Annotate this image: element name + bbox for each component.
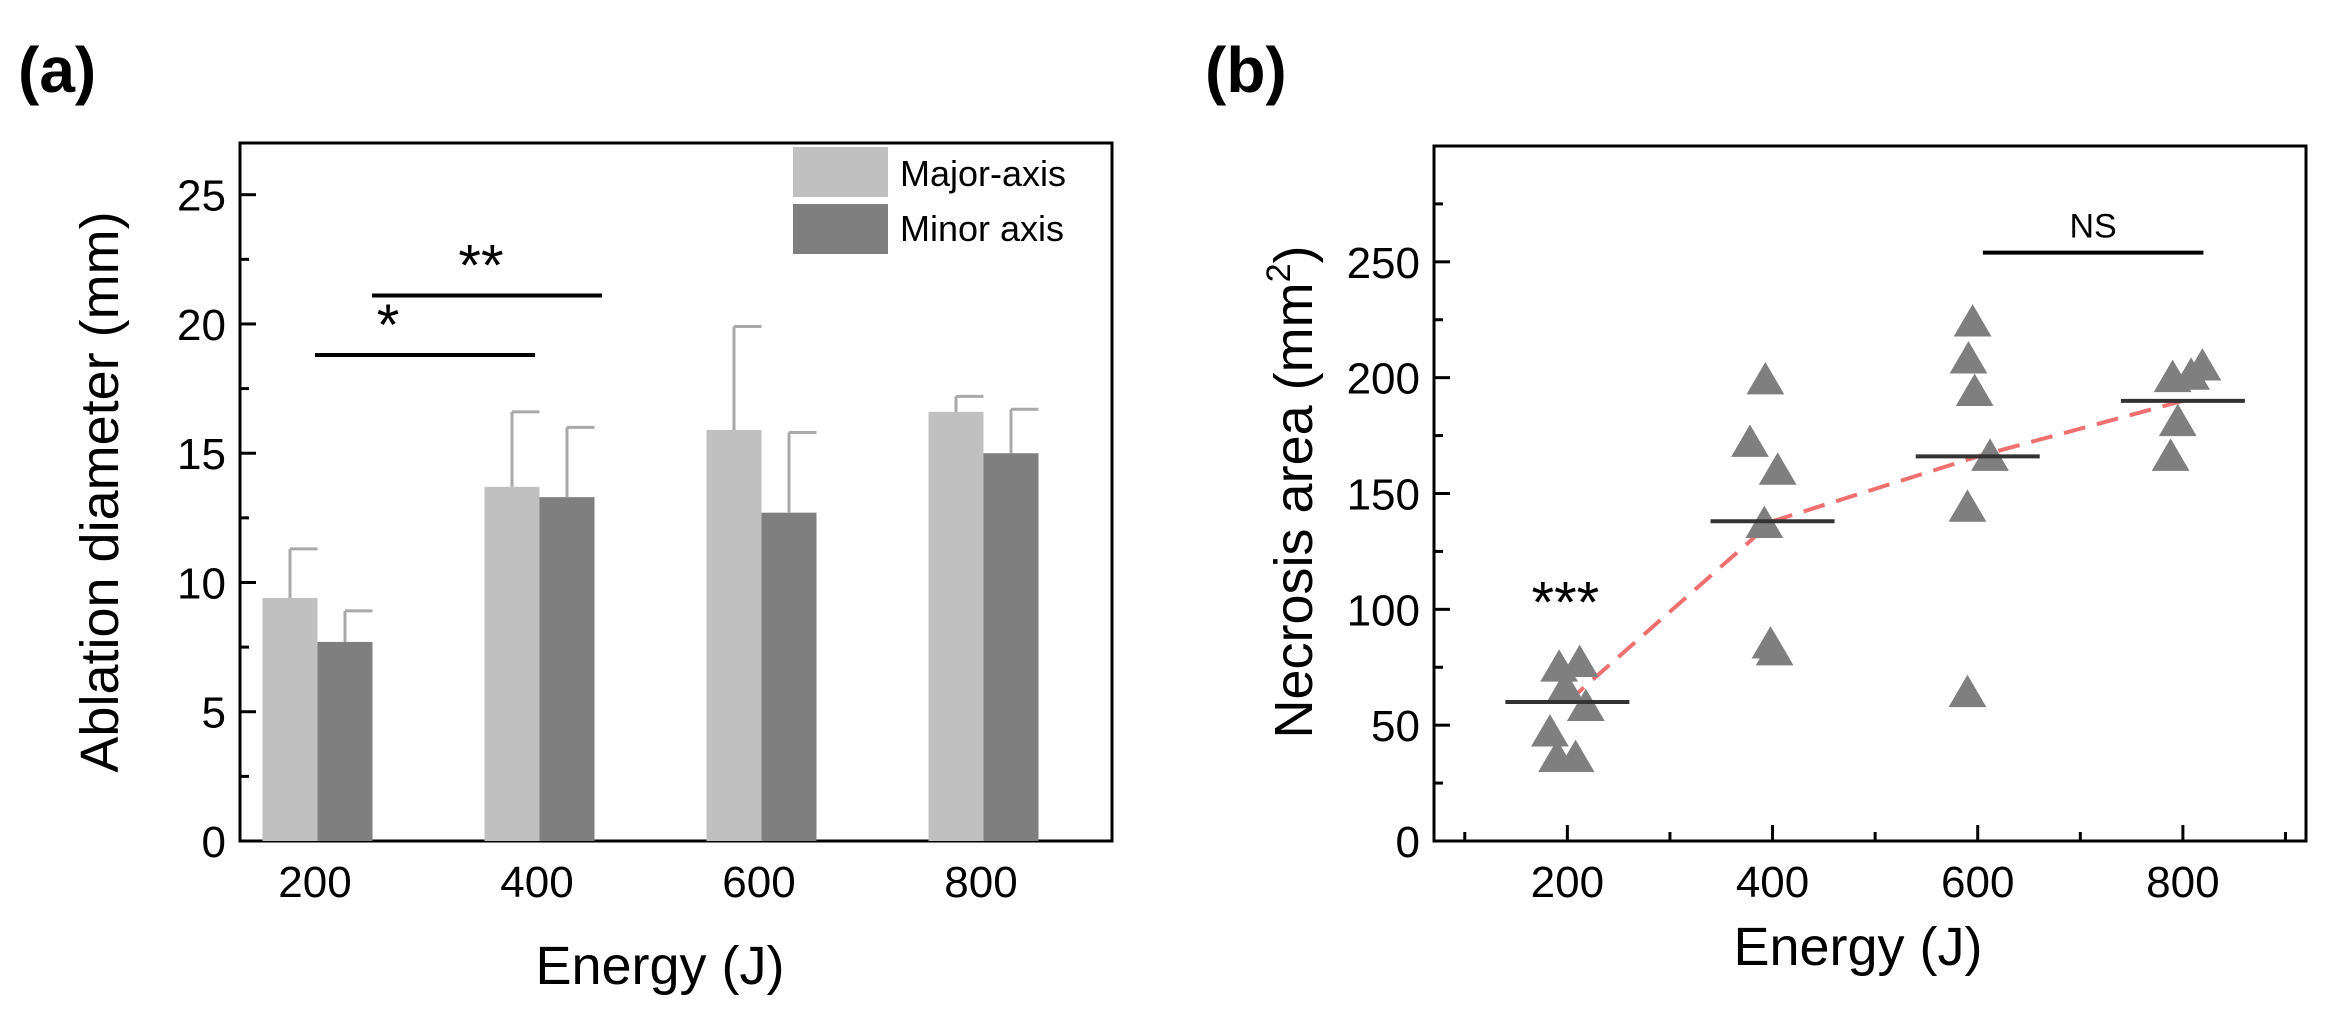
y-tick-label: 0: [202, 818, 226, 867]
bar: [983, 453, 1039, 841]
chart-b-y-axis-title-sup: 2: [1260, 263, 1298, 282]
data-point: [1949, 341, 1988, 374]
chart-b-y-axis-title-end: ): [1264, 246, 1324, 264]
x-tick-label: 400: [1736, 858, 1809, 907]
data-point: [1755, 633, 1794, 666]
data-point: [1948, 674, 1987, 708]
chart-a-legend: Major-axis Minor axis: [793, 147, 1066, 254]
x-tick-label: 200: [1531, 858, 1604, 907]
legend-label-minor-axis: Minor axis: [900, 208, 1064, 249]
chart-a-significance: ***: [315, 234, 602, 358]
x-tick-label: 800: [2146, 858, 2219, 907]
bar: [928, 411, 984, 841]
chart-b-frame: [1432, 144, 2308, 843]
chart-b-x-axis: 200 400 600 800: [1463, 825, 2287, 907]
significance-label: ***: [1532, 570, 1600, 635]
data-point: [1955, 373, 1994, 406]
bar: [539, 497, 595, 841]
significance-label: **: [458, 234, 503, 299]
y-tick-label: 200: [1347, 355, 1420, 404]
data-point: [2183, 348, 2222, 381]
legend-swatch-minor-axis: [793, 204, 888, 254]
x-tick-label: 600: [722, 858, 795, 907]
chart-a-y-axis-title: Ablation diameter (mm): [70, 211, 130, 772]
legend-swatch-major-axis: [793, 147, 888, 197]
data-point: [1731, 424, 1769, 457]
data-point: [1953, 304, 1992, 337]
chart-b-points: [1531, 304, 2222, 772]
data-point: [1948, 489, 1987, 522]
chart-a-x-axis: 200 400 600 800: [278, 825, 1018, 907]
data-point: [1546, 670, 1585, 703]
x-tick-label: 400: [500, 858, 573, 907]
significance-label: NS: [2070, 208, 2117, 246]
y-tick-label: 250: [1347, 239, 1420, 288]
data-point: [1531, 714, 1569, 747]
y-tick-label: 20: [177, 301, 226, 350]
chart-b-y-axis: 0 50 100 150 200 250: [1347, 202, 1450, 867]
y-tick-label: 25: [177, 172, 226, 221]
y-tick-label: 150: [1347, 471, 1420, 520]
y-tick-label: 50: [1371, 702, 1420, 751]
data-point: [1560, 644, 1599, 678]
data-point: [2158, 403, 2197, 437]
chart-a-x-axis-title: Energy (J): [535, 936, 784, 996]
chart-b-significance: *** NS: [1532, 208, 2204, 635]
bar: [761, 512, 817, 841]
x-tick-label: 600: [1941, 858, 2014, 907]
chart-a-frame: [238, 141, 1114, 843]
chart-b-y-axis-title: Necrosis area (mm2): [1260, 246, 1324, 739]
bar: [317, 641, 373, 841]
bar: [262, 597, 318, 841]
chart-b: 0 50 100 150 200 250 200 400 600 800 *** NS Energ…: [1260, 144, 2308, 977]
y-tick-label: 15: [177, 430, 226, 479]
x-tick-label: 800: [944, 858, 1017, 907]
panel-b-label: (b): [1205, 34, 1287, 106]
bar: [484, 486, 540, 841]
data-point: [2151, 438, 2190, 471]
x-tick-label: 200: [278, 858, 351, 907]
significance-label: *: [377, 293, 400, 358]
data-point: [1758, 452, 1797, 485]
bar: [706, 429, 762, 841]
legend-label-major-axis: Major-axis: [900, 153, 1066, 194]
chart-b-mean-lines: [1505, 398, 2245, 704]
chart-a-bars: [262, 325, 1039, 841]
panel-a-label: (a): [18, 34, 96, 106]
data-point: [1556, 739, 1595, 772]
y-tick-label: 5: [202, 689, 226, 738]
chart-b-y-axis-title-main: Necrosis area (mm: [1264, 282, 1324, 738]
chart-a-y-axis: 0 5 10 15 20 25: [177, 172, 256, 867]
chart-b-trend-line: [1566, 398, 2184, 704]
trend-line: [1566, 398, 2184, 704]
data-point: [1746, 361, 1785, 395]
y-tick-label: 10: [177, 559, 226, 608]
data-point: [1566, 688, 1605, 722]
chart-b-x-axis-title: Energy (J): [1733, 917, 1982, 977]
y-tick-label: 0: [1396, 818, 1420, 867]
y-tick-label: 100: [1347, 586, 1420, 635]
